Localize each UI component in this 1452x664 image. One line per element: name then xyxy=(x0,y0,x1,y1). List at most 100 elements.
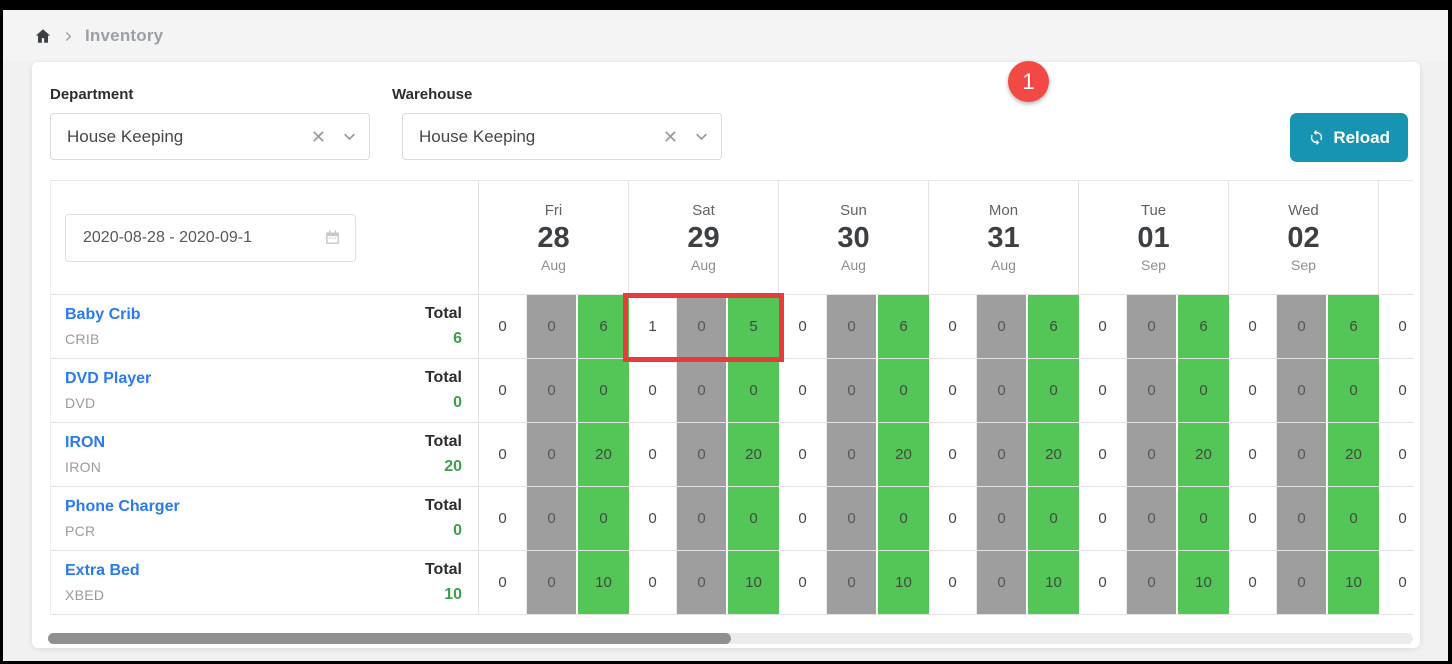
day-cell: 0 xyxy=(929,551,977,614)
day-cell: 0 xyxy=(1277,487,1328,550)
annotation-badge: 1 xyxy=(1008,61,1049,102)
day-cell: 0 xyxy=(1379,551,1413,614)
day-cell: 0 xyxy=(929,423,977,486)
day-cell: 0 xyxy=(728,359,779,422)
day-group: 0 0 20 xyxy=(779,423,929,486)
day-cell: 0 xyxy=(1379,295,1413,358)
calendar-icon[interactable] xyxy=(324,229,341,246)
inventory-table: 2020-08-28 - 2020-09-1 Fri 28 Aug Sat 29… xyxy=(50,180,1413,615)
total-value: 6 xyxy=(453,330,462,347)
day-cell: 0 xyxy=(1229,359,1277,422)
warehouse-select[interactable]: House Keeping ✕ xyxy=(402,113,722,160)
day-number: 02 xyxy=(1287,221,1320,254)
day-group: 0 0 10 xyxy=(479,551,629,614)
total-label: Total xyxy=(424,561,462,578)
day-cell: 0 xyxy=(827,487,878,550)
day-cell: 10 xyxy=(1178,551,1229,614)
day-cell: 0 xyxy=(629,487,677,550)
day-cell: 0 xyxy=(1229,487,1277,550)
clear-icon[interactable]: ✕ xyxy=(310,126,326,147)
department-select[interactable]: House Keeping ✕ xyxy=(50,113,370,160)
weekday-label: Fri xyxy=(544,201,563,219)
day-cell: 0 xyxy=(779,423,827,486)
total-value: 0 xyxy=(453,522,462,539)
warehouse-value: House Keeping xyxy=(419,126,536,146)
product-cell: Extra Bed XBED Total 10 xyxy=(51,551,479,614)
product-cell: Baby Crib CRIB Total 6 xyxy=(51,295,479,358)
chevron-down-icon[interactable] xyxy=(688,129,709,144)
day-cell: 0 xyxy=(479,423,527,486)
total-label: Total xyxy=(424,433,462,450)
day-group: 0 0 20 xyxy=(1079,423,1229,486)
page: Inventory Department House Keeping ✕ War… xyxy=(3,10,1448,661)
day-cell: 0 xyxy=(527,423,578,486)
date-range-input[interactable]: 2020-08-28 - 2020-09-1 xyxy=(65,213,356,262)
month-label: Sep xyxy=(1141,257,1166,274)
day-cell: 0 xyxy=(527,359,578,422)
day-cell: 6 xyxy=(1028,295,1079,358)
day-number: 29 xyxy=(687,221,720,254)
chevron-down-icon[interactable] xyxy=(336,129,357,144)
day-group: 0 0 10 xyxy=(1079,551,1229,614)
reload-button[interactable]: Reload xyxy=(1290,113,1408,162)
day-cell: 0 xyxy=(527,487,578,550)
inventory-panel: Department House Keeping ✕ Warehouse Hou… xyxy=(32,62,1420,648)
home-icon[interactable] xyxy=(34,27,52,45)
day-cell: 0 xyxy=(677,551,728,614)
day-group: 0 0 20 xyxy=(929,423,1079,486)
day-cell: 0 xyxy=(1127,487,1178,550)
date-range-value: 2020-08-28 - 2020-09-1 xyxy=(83,228,253,246)
product-link[interactable]: Phone Charger xyxy=(65,498,180,515)
day-cells: 0 0 10 0 0 10 0 0 10 0 0 10 0 0 10 0 0 10 0 xyxy=(479,551,1413,614)
day-cell: 0 xyxy=(1079,551,1127,614)
day-cell: 0 xyxy=(977,487,1028,550)
day-cell: 10 xyxy=(728,551,779,614)
day-cell: 0 xyxy=(677,487,728,550)
day-cell: 0 xyxy=(1229,551,1277,614)
day-cell: 20 xyxy=(1028,423,1079,486)
day-cell: 0 xyxy=(1127,551,1178,614)
day-group: 0 0 10 xyxy=(629,551,779,614)
product-link[interactable]: Extra Bed xyxy=(65,562,140,579)
day-cell: 0 xyxy=(1277,423,1328,486)
day-cell: 20 xyxy=(728,423,779,486)
day-cell: 0 xyxy=(677,295,728,358)
day-cell: 0 xyxy=(977,359,1028,422)
scrollbar-thumb[interactable] xyxy=(48,633,731,644)
horizontal-scrollbar[interactable] xyxy=(48,633,1413,644)
product-link[interactable]: IRON xyxy=(65,434,105,451)
day-cell: 10 xyxy=(1028,551,1079,614)
filters-row: Department House Keeping ✕ Warehouse Hou… xyxy=(50,62,1413,180)
product-link[interactable]: DVD Player xyxy=(65,370,152,387)
month-label: Aug xyxy=(841,257,866,274)
day-cell: 1 xyxy=(629,295,677,358)
day-cell: 0 xyxy=(929,359,977,422)
total-label: Total xyxy=(424,305,462,322)
day-cell: 0 xyxy=(977,551,1028,614)
table-row: Extra Bed XBED Total 10 0 0 10 0 0 10 0 0 10 0 0 10… xyxy=(51,551,1413,615)
table-row: IRON IRON Total 20 0 0 20 0 0 20 0 0 20 0 0 20 0 0 20 0… xyxy=(51,423,1413,487)
product-cell: Phone Charger PCR Total 0 xyxy=(51,487,479,550)
day-cell: 0 xyxy=(1229,423,1277,486)
day-column-header: Fri 28 Aug xyxy=(479,181,629,294)
department-label: Department xyxy=(50,86,134,103)
product-code: XBED xyxy=(65,587,105,603)
day-columns: Fri 28 Aug Sat 29 Aug Sun 30 Aug Mon 31 … xyxy=(479,181,1413,294)
product-link[interactable]: Baby Crib xyxy=(65,306,141,323)
day-cell: 0 xyxy=(779,487,827,550)
day-cell: 0 xyxy=(728,487,779,550)
day-cell: 0 xyxy=(527,551,578,614)
day-cell: 0 xyxy=(1379,359,1413,422)
clear-icon[interactable]: ✕ xyxy=(662,126,678,147)
day-cell: 0 xyxy=(1079,487,1127,550)
day-group: 0 0 20 xyxy=(629,423,779,486)
day-cell: 0 xyxy=(1328,359,1379,422)
weekday-label: Sat xyxy=(692,201,715,219)
